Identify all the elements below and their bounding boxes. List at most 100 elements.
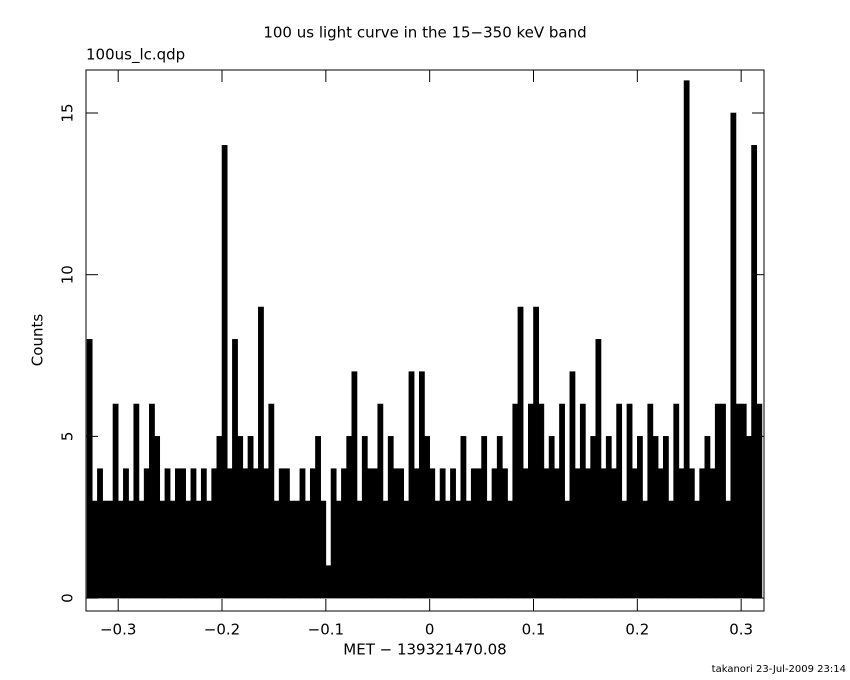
bar: [600, 468, 607, 599]
bar: [611, 468, 617, 599]
bar: [740, 403, 747, 599]
bar: [200, 468, 207, 599]
footer: takanori 23-Jul-2009 23:14: [712, 664, 846, 675]
bar: [294, 500, 301, 599]
bar: [263, 468, 270, 599]
bar: [626, 403, 633, 599]
bar: [252, 468, 259, 599]
bar: [470, 468, 477, 599]
bar: [543, 468, 550, 599]
bar: [91, 500, 98, 599]
bar: [559, 403, 565, 599]
bar: [642, 500, 649, 599]
bar: [714, 403, 721, 599]
bar: [439, 468, 446, 599]
bar: [216, 436, 223, 599]
bar: [138, 500, 145, 599]
bar: [367, 468, 373, 599]
bar: [709, 468, 716, 599]
bar: [444, 500, 451, 599]
bar: [553, 468, 560, 599]
bar: [725, 500, 732, 599]
bar: [595, 339, 602, 599]
bar: [190, 468, 197, 599]
bar: [289, 500, 295, 599]
bar: [112, 403, 119, 599]
bar: [522, 468, 529, 599]
bar: [195, 500, 202, 599]
bar: [450, 468, 456, 599]
x-tick-label: 0.2: [625, 621, 649, 639]
bar: [258, 306, 264, 599]
bar: [673, 403, 680, 599]
bar: [174, 468, 181, 599]
bar: [502, 468, 508, 599]
y-axis-label: Counts: [29, 314, 47, 367]
bar: [86, 339, 93, 599]
bar: [455, 500, 462, 599]
bar: [377, 403, 384, 599]
bar: [408, 371, 415, 599]
bar: [185, 500, 192, 599]
bar: [590, 436, 597, 599]
bar: [403, 500, 410, 599]
bar: [149, 403, 155, 599]
y-tick-label: 0: [59, 593, 77, 603]
bar: [751, 145, 758, 599]
bar: [491, 468, 498, 599]
bar: [361, 436, 368, 599]
bar: [735, 403, 742, 599]
bar: [720, 403, 726, 599]
x-tick-label: −0.3: [100, 621, 136, 639]
bar: [564, 500, 571, 599]
bar: [97, 468, 103, 599]
bar: [579, 403, 586, 599]
plot-frame: [85, 69, 765, 612]
bar: [226, 468, 233, 599]
x-axis-label: MET − 139321470.08: [343, 641, 506, 659]
chart-title: 100 us light curve in the 15−350 keV ban…: [263, 24, 586, 42]
bar: [496, 436, 503, 599]
bar: [335, 500, 342, 599]
bar: [548, 436, 555, 599]
bar: [325, 565, 332, 599]
bar: [268, 403, 275, 599]
bar: [387, 436, 394, 599]
bar: [346, 436, 353, 599]
bar: [284, 468, 290, 599]
bar: [481, 436, 488, 599]
bar: [117, 500, 124, 599]
bar: [621, 500, 628, 599]
x-tick-label: −0.1: [308, 621, 344, 639]
bar: [159, 500, 166, 599]
bar: [538, 403, 545, 599]
bar: [637, 436, 643, 599]
bar: [694, 500, 700, 599]
y-tick-label: 10: [59, 265, 77, 284]
bar: [273, 500, 280, 599]
bar: [237, 436, 244, 599]
bar: [393, 468, 399, 599]
bar: [242, 468, 249, 599]
bar: [465, 500, 472, 599]
bar: [382, 500, 389, 599]
bar: [180, 468, 186, 599]
bar: [657, 468, 664, 599]
bar: [424, 436, 430, 599]
bar: [398, 468, 405, 599]
bar: [746, 436, 752, 599]
bar: [102, 500, 109, 599]
bar: [143, 468, 150, 599]
bar: [341, 468, 347, 599]
bar: [330, 468, 337, 599]
bar: [704, 436, 711, 599]
bar: [309, 468, 316, 599]
bar: [569, 371, 576, 599]
bar: [486, 500, 493, 599]
bar: [507, 500, 514, 599]
chart-subtitle: 100us_lc.qdp: [86, 46, 185, 65]
bar: [169, 500, 176, 599]
bar: [211, 468, 218, 599]
bar: [574, 468, 581, 599]
bar: [668, 500, 674, 599]
